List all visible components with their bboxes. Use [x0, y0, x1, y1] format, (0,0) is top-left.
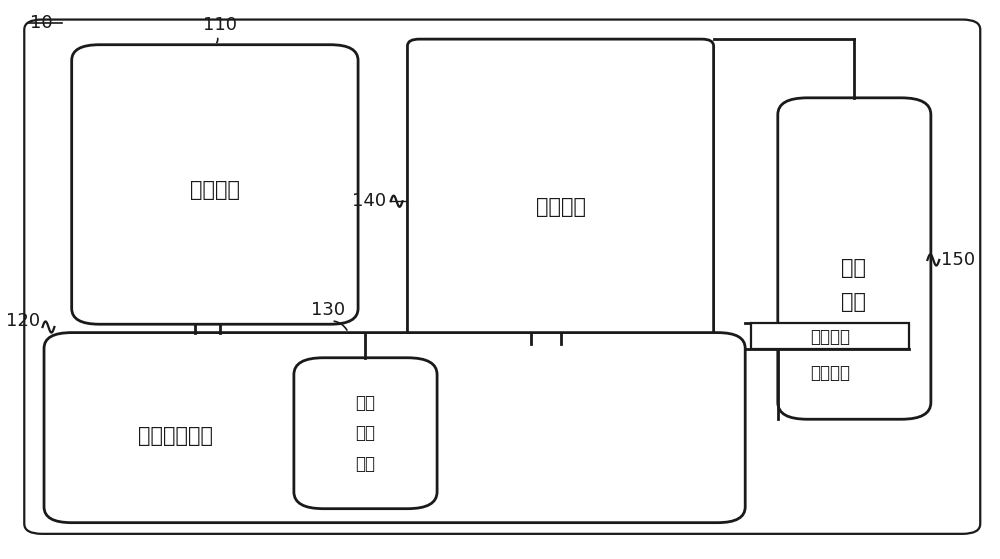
- Text: 150: 150: [941, 251, 975, 269]
- FancyBboxPatch shape: [294, 358, 437, 509]
- Text: 电流信息: 电流信息: [810, 328, 850, 345]
- Text: 电压信息: 电压信息: [810, 364, 850, 382]
- FancyBboxPatch shape: [407, 39, 714, 344]
- Text: 110: 110: [203, 16, 237, 34]
- Text: 储能模块: 储能模块: [536, 197, 586, 217]
- FancyBboxPatch shape: [72, 45, 358, 324]
- Text: 130: 130: [311, 301, 346, 319]
- Text: 测控
模块: 测控 模块: [841, 258, 866, 312]
- FancyBboxPatch shape: [778, 98, 931, 419]
- FancyBboxPatch shape: [44, 333, 745, 523]
- Text: 电力系统: 电力系统: [190, 180, 240, 200]
- Text: 牵引供电系统: 牵引供电系统: [138, 426, 213, 446]
- FancyBboxPatch shape: [24, 20, 980, 534]
- Bar: [751, 323, 909, 349]
- Text: 120: 120: [6, 312, 40, 330]
- Text: 轨道
交通
车辆: 轨道 交通 车辆: [355, 394, 375, 473]
- Text: 140: 140: [352, 192, 386, 210]
- Text: 10: 10: [30, 14, 53, 32]
